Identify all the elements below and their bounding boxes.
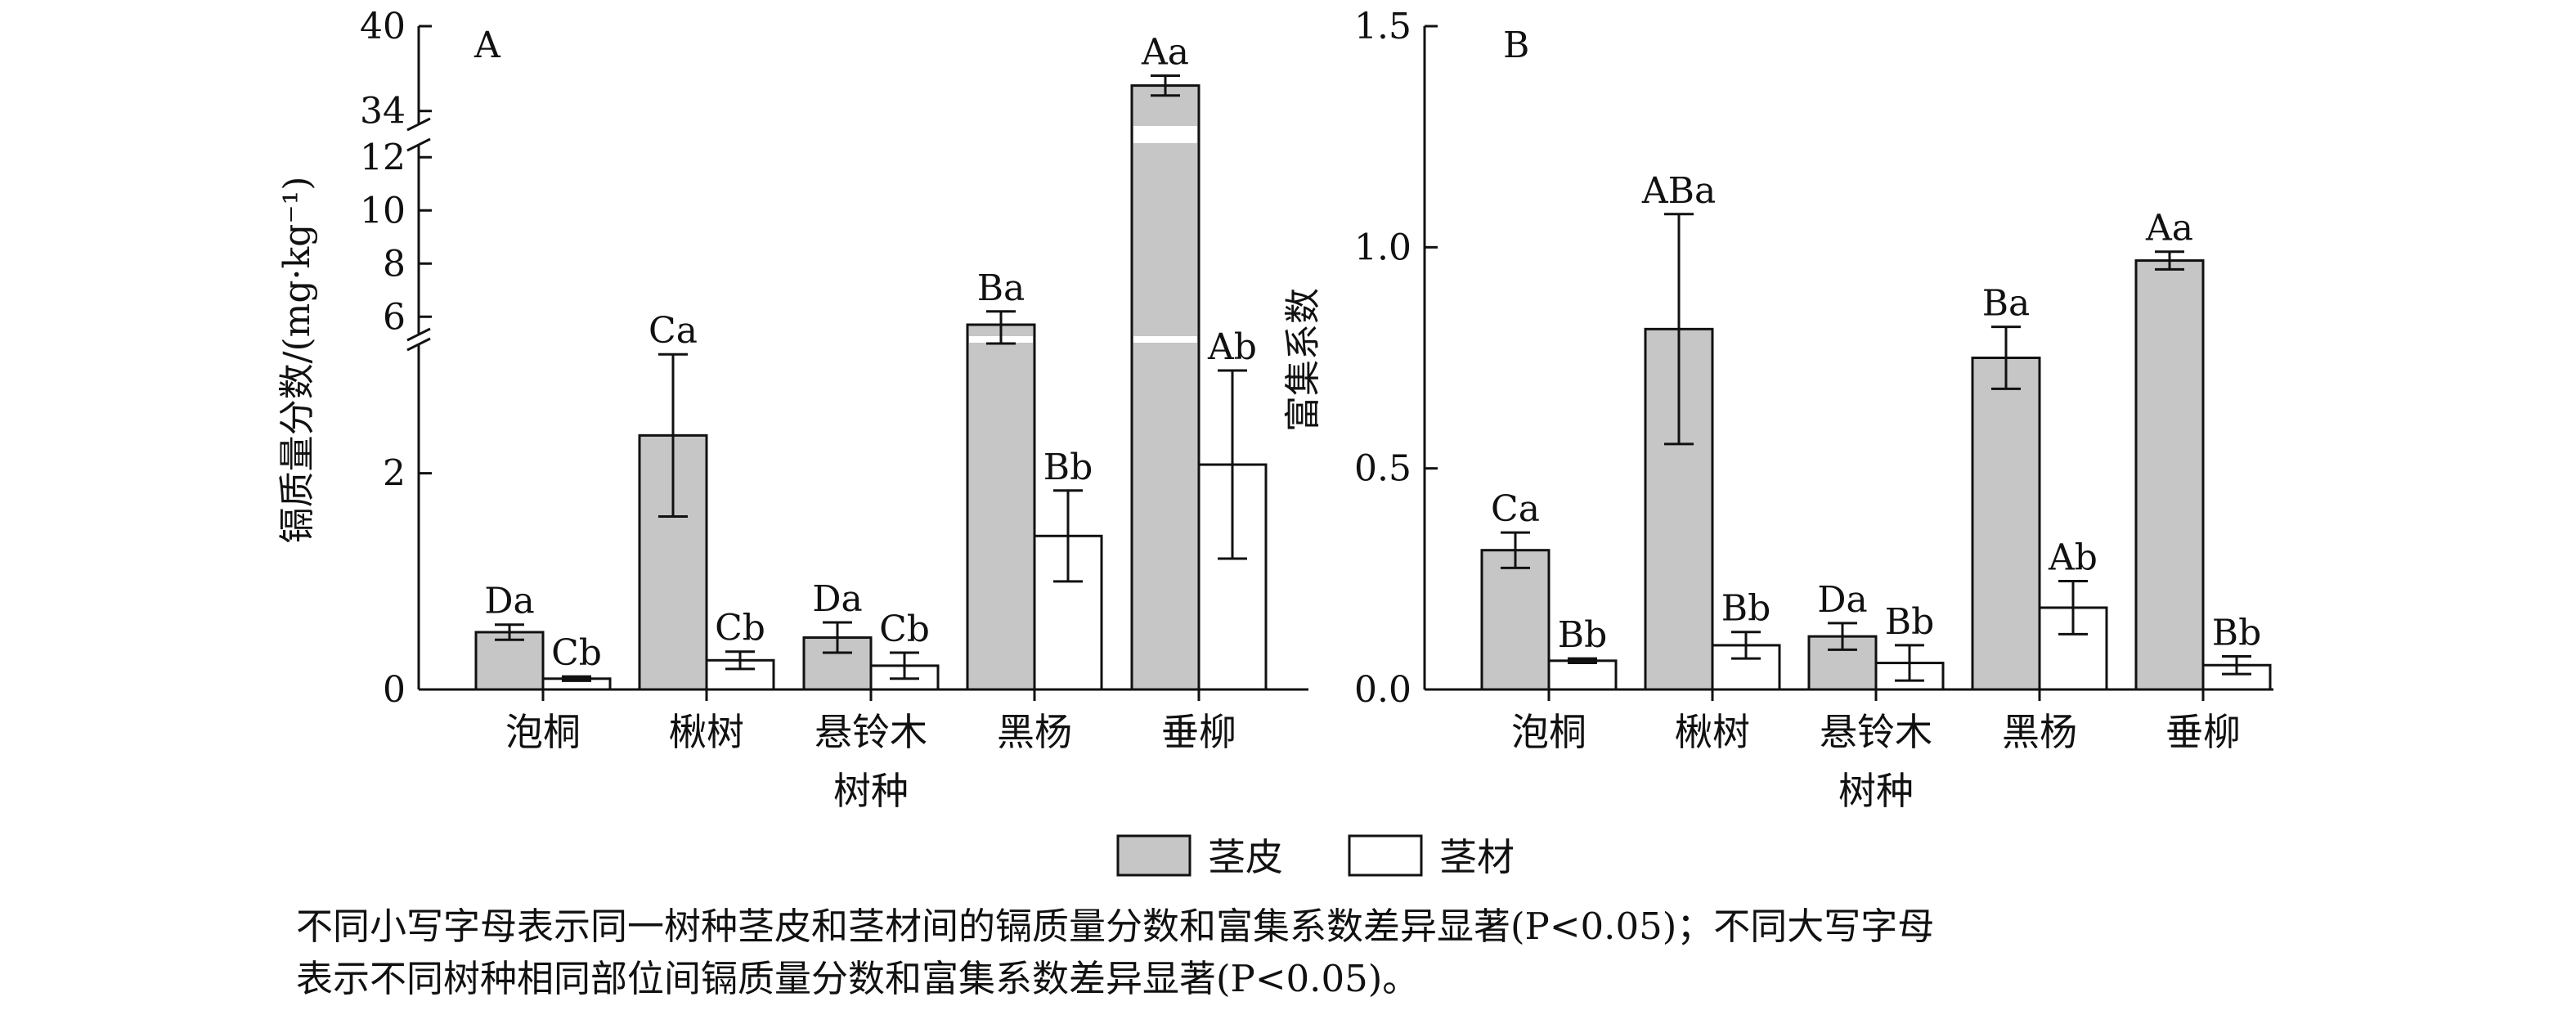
axis-break-mark <box>406 327 431 342</box>
y-axis-title: 富集系数 <box>1282 288 1324 432</box>
significance-label: Bb <box>1043 447 1093 488</box>
significance-label: Ab <box>1207 326 1257 368</box>
significance-label: Cb <box>715 608 765 649</box>
bar <box>966 323 1036 691</box>
category-label: 黑杨 <box>997 710 1072 754</box>
axis-break-mark <box>406 337 431 352</box>
category-label: 悬铃木 <box>1820 710 1932 754</box>
panel-label: B <box>1503 25 1529 66</box>
significance-label: Ca <box>648 310 698 352</box>
y-tick-label: 6 <box>383 296 406 338</box>
y-tick-label: 12 <box>360 137 406 178</box>
significance-label: Bb <box>1721 588 1771 630</box>
significance-label: Aa <box>2145 208 2193 249</box>
bar <box>474 631 545 691</box>
bar <box>2134 259 2205 691</box>
legend-label-wood: 茎材 <box>1439 835 1515 879</box>
category-label: 垂柳 <box>2165 710 2241 754</box>
chart-panel-a: 0 2 6 8 10 12 34 40 A 镉质量分数/(mg·kg⁻¹) Da Ca Da Ba Aa Cb… <box>276 6 1308 813</box>
bar <box>802 636 873 691</box>
y-tick-label: 0 <box>383 669 406 711</box>
category-label: 泡桐 <box>505 710 581 754</box>
axis-break-mark <box>406 117 431 132</box>
category-label: 楸树 <box>1675 710 1750 754</box>
bar <box>1971 357 2041 691</box>
y-tick-label: 1.5 <box>1354 6 1411 47</box>
bar <box>1480 549 1551 691</box>
bar <box>1130 84 1200 691</box>
y-tick-label: 0.5 <box>1354 448 1411 490</box>
caption-line-1: 不同小写字母表示同一树种茎皮和茎材间的镉质量分数和富集系数差异显著(P<0.05… <box>296 905 1934 948</box>
category-label: 垂柳 <box>1161 710 1236 754</box>
significance-label: Da <box>812 578 863 620</box>
legend-label-bark: 茎皮 <box>1208 835 1283 879</box>
significance-label: Ba <box>977 267 1025 309</box>
significance-label: Aa <box>1141 32 1189 74</box>
legend-swatch-bark <box>1116 834 1192 877</box>
y-tick-label: 1.0 <box>1354 227 1411 268</box>
category-label: 黑杨 <box>2002 710 2077 754</box>
y-tick-label: 8 <box>383 243 406 285</box>
category-label: 泡桐 <box>1511 710 1586 754</box>
bar-break <box>1133 126 1197 143</box>
significance-label: Da <box>1817 579 1868 621</box>
x-axis-title: 树种 <box>1838 769 1914 813</box>
y-tick-label: 2 <box>383 453 406 495</box>
significance-label: Ab <box>2048 537 2098 579</box>
significance-label: Da <box>484 581 535 622</box>
significance-label: Cb <box>879 609 930 650</box>
significance-label: ABa <box>1641 170 1716 212</box>
x-axis-title: 树种 <box>833 769 909 813</box>
y-axis-title: 镉质量分数/(mg·kg⁻¹) <box>276 177 318 544</box>
significance-label: Cb <box>551 632 602 674</box>
significance-label: Ca <box>1491 488 1540 530</box>
legend: 茎皮 茎材 <box>1116 834 1515 879</box>
significance-label: Bb <box>1885 601 1935 643</box>
y-tick-label: 0.0 <box>1354 669 1411 711</box>
y-tick-label: 40 <box>360 6 406 47</box>
axis-break-mark <box>406 137 431 152</box>
y-tick-label: 10 <box>360 190 406 231</box>
chart-panel-b: 0.0 0.5 1.0 1.5 B 富集系数 Ca ABa Da Ba Aa Bb Bb Bb Ab Bb 泡桐… <box>1282 6 2273 813</box>
bar <box>1547 659 1618 691</box>
significance-label: Bb <box>2212 612 2262 653</box>
y-tick-label: 34 <box>360 91 406 132</box>
significance-label: Ba <box>1982 283 2031 325</box>
caption-line-2: 表示不同树种相同部位间镉质量分数和富集系数差异显著(P<0.05)。 <box>296 957 1419 1000</box>
bar-break <box>1133 336 1197 343</box>
significance-label: Bb <box>1558 614 1608 656</box>
legend-swatch-wood <box>1348 834 1423 877</box>
panel-label: A <box>473 25 501 66</box>
category-label: 楸树 <box>669 710 744 754</box>
category-label: 悬铃木 <box>815 710 927 754</box>
